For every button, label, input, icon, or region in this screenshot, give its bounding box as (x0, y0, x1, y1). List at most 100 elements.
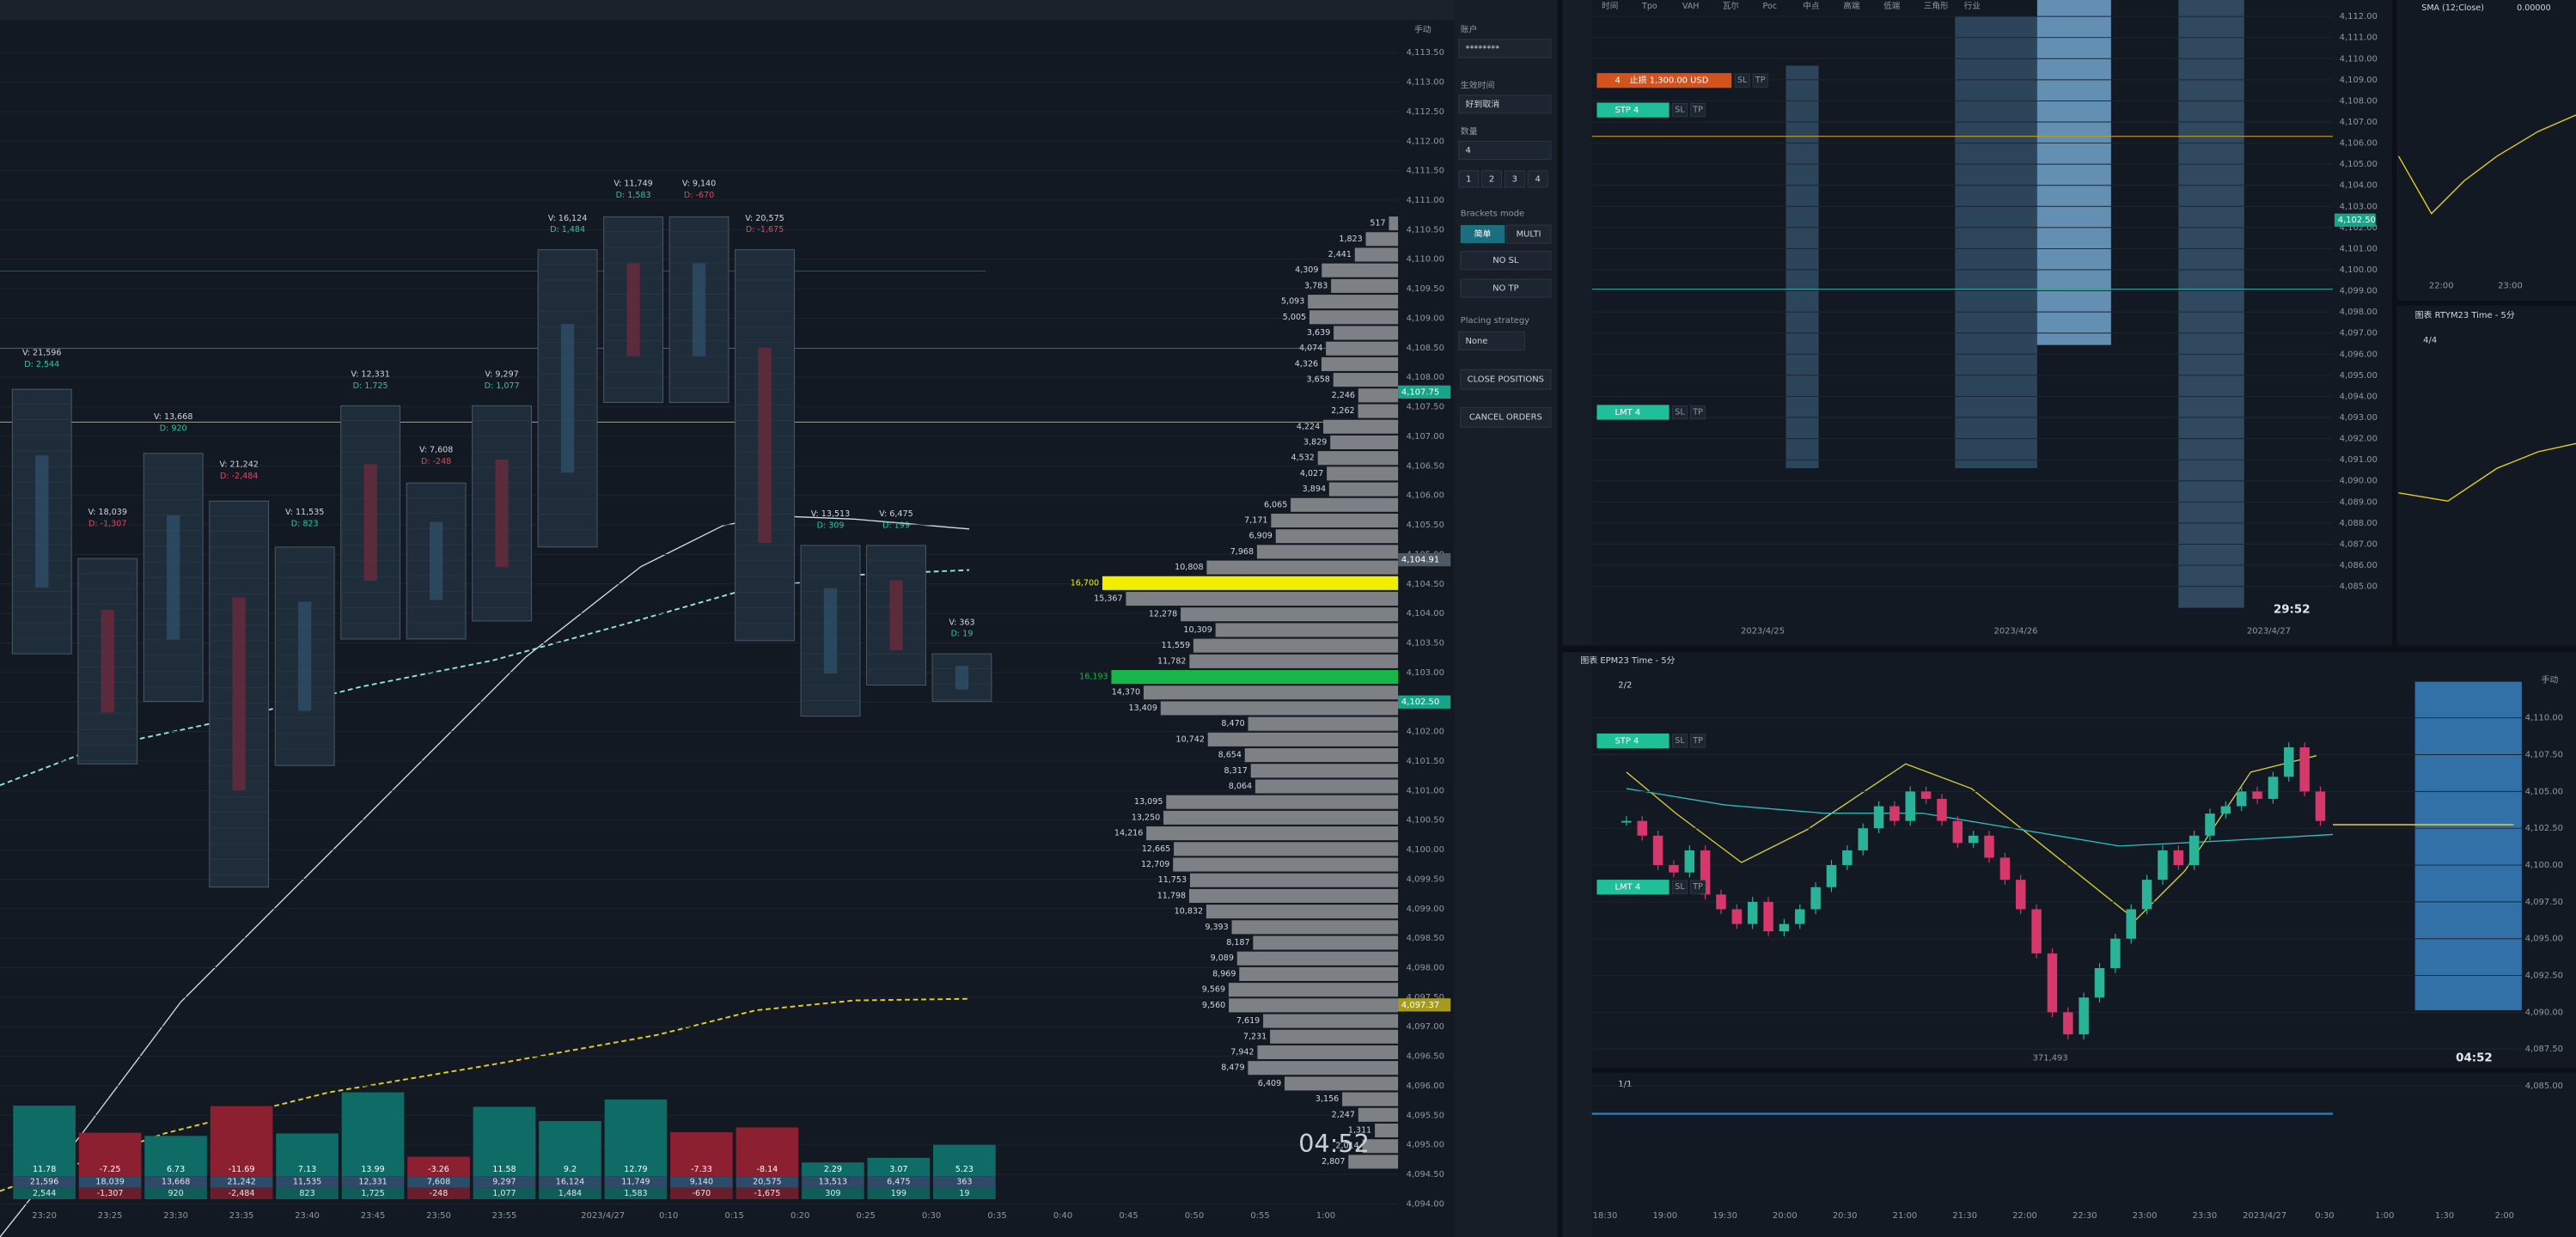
price-label: 4,110.00 (2340, 54, 2378, 64)
price-label: 4,092.50 (2525, 972, 2563, 981)
delta-bar (802, 1162, 864, 1177)
footprint-body (758, 347, 772, 544)
stat-cell (144, 1176, 207, 1188)
profile-bar (1263, 1014, 1399, 1028)
footprint-body (298, 601, 312, 711)
order-tag[interactable] (1596, 73, 1732, 88)
candle (2268, 777, 2279, 799)
order-tp[interactable] (1689, 405, 1706, 420)
candle (1858, 828, 1868, 850)
footprint-volume: V: 363 (949, 618, 974, 627)
tif-select[interactable] (1458, 94, 1552, 114)
separator (2396, 300, 2576, 306)
profile-label: 13,095 (1134, 797, 1163, 807)
profile-label: 10,309 (1183, 625, 1212, 635)
profile-bar (1239, 966, 1399, 981)
qty-preset[interactable] (1458, 170, 1480, 188)
footprint-volume: V: 11,535 (285, 508, 324, 517)
profile-label: 6,909 (1249, 532, 1273, 541)
stat-cell (736, 1176, 799, 1188)
order-tp[interactable] (1689, 880, 1706, 894)
brackets-simple[interactable] (1460, 224, 1505, 244)
date-label: 2023/4/26 (1994, 626, 2038, 636)
tab: 时间 (1602, 1, 1618, 11)
candle (2110, 938, 2121, 968)
qty: 4 (1465, 146, 1470, 155)
brackets-multi[interactable] (1505, 224, 1552, 244)
qty-preset[interactable] (1527, 170, 1548, 188)
order-tag[interactable] (1596, 102, 1670, 118)
order-sl-label: SL (1675, 882, 1685, 892)
profile-block (1785, 65, 1819, 469)
time-label: 23:20 (32, 1211, 57, 1221)
no-sl-button[interactable] (1460, 251, 1552, 271)
price-label: 4,107.50 (1407, 403, 1444, 412)
order-tp[interactable] (1689, 734, 1706, 748)
price-label: 4,107.00 (2340, 118, 2378, 127)
price-label: 4,098.50 (1407, 934, 1444, 943)
profile-bar (1181, 607, 1399, 622)
time-label: 0:10 (659, 1211, 678, 1221)
order-tp[interactable] (1689, 103, 1706, 118)
order-tp[interactable] (1752, 73, 1768, 88)
profile-label: 16,193 (1079, 673, 1108, 682)
close-positions-button[interactable] (1460, 369, 1552, 390)
order-tag[interactable] (1596, 733, 1670, 749)
price-label: 4,089.00 (2340, 497, 2378, 507)
date-label: 2023/4/27 (2247, 626, 2291, 636)
time-label: 23:00 (2133, 1211, 2158, 1221)
order-tag[interactable] (1596, 880, 1670, 895)
delta-bar-label: 13.99 (361, 1165, 384, 1174)
profile-bar (1188, 888, 1399, 903)
indicator-line (1626, 788, 2334, 847)
stat-cell (933, 1187, 996, 1200)
strategy: None (1465, 337, 1487, 346)
order-sl[interactable] (1671, 734, 1688, 748)
candle (2205, 813, 2215, 836)
qty-preset[interactable] (1504, 170, 1525, 188)
price-tag-label: 4,102.50 (2338, 216, 2376, 225)
account-field[interactable] (1458, 39, 1552, 58)
candle (2158, 850, 2168, 881)
order-sl[interactable] (1734, 73, 1750, 88)
profile-label: 3,894 (1303, 484, 1326, 494)
delta-bar (473, 1106, 536, 1177)
profile-label: 11,782 (1157, 656, 1186, 666)
profile-label: 11,753 (1158, 875, 1187, 885)
price-label: 4,113.50 (1407, 48, 1444, 58)
delta-bar-label: 3.07 (889, 1165, 907, 1174)
time-label: 0:45 (1119, 1211, 1138, 1221)
order-tag[interactable] (1596, 405, 1670, 420)
qty-preset[interactable] (1481, 170, 1503, 188)
manual-label: 手动 (1414, 23, 1431, 34)
order-sl[interactable] (1671, 103, 1688, 118)
price-marker (1398, 695, 1451, 709)
price-label: 4,090.00 (2340, 477, 2378, 486)
volume-cell: 6,475 (887, 1177, 910, 1186)
manual-label: 手动 (2541, 674, 2558, 686)
delta-bar (210, 1106, 273, 1177)
time-label: 1:00 (1316, 1211, 1335, 1221)
cancel-orders-button[interactable] (1460, 406, 1552, 428)
order-sl[interactable] (1671, 405, 1688, 420)
time-label: 20:30 (1833, 1211, 1858, 1221)
delta-bar (736, 1127, 799, 1177)
profile-label: 2,441 (1328, 250, 1352, 259)
footprint-delta: D: 823 (291, 520, 319, 529)
candle (2141, 880, 2152, 910)
tab: 行业 (1964, 1, 1981, 11)
profile-bar (1206, 905, 1399, 919)
stat-cell (13, 1187, 76, 1200)
volume-cell: 11,535 (293, 1177, 321, 1186)
no-tp-button[interactable] (1460, 278, 1552, 298)
qty-field[interactable] (1458, 140, 1552, 160)
delta-bar (407, 1156, 470, 1177)
profile-bar (1275, 529, 1399, 544)
profile-label: 2,246 (1332, 391, 1355, 400)
profile-bar (1229, 998, 1399, 1013)
strategy-select[interactable] (1458, 331, 1525, 350)
price-label: 4,107.00 (1407, 432, 1444, 442)
footprint-volume: V: 7,608 (419, 445, 453, 454)
order-sl[interactable] (1671, 880, 1688, 894)
price-marker-label: 4,107.75 (1401, 387, 1439, 397)
